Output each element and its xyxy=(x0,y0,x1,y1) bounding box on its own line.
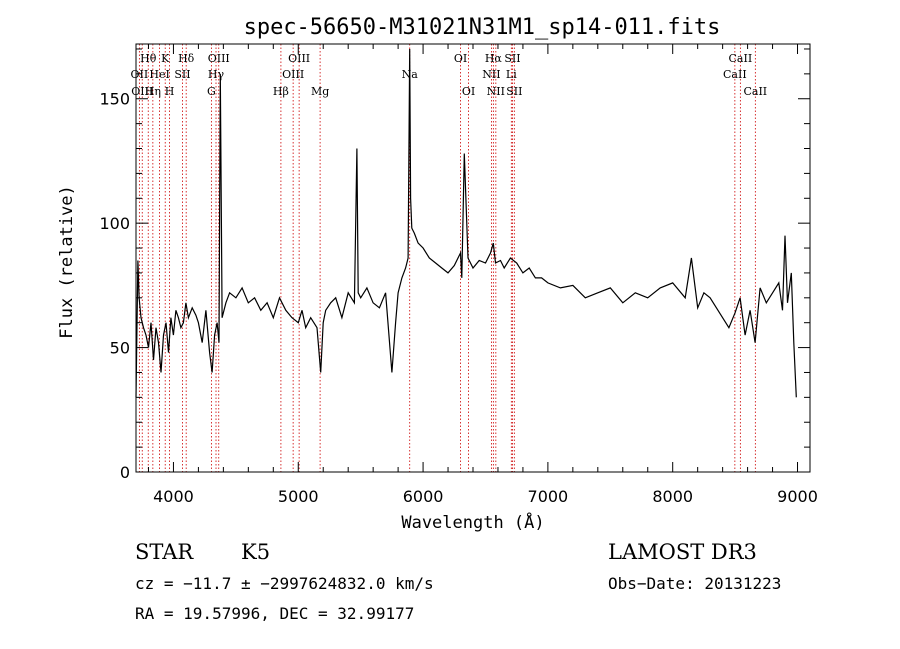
object-subclass: K5 xyxy=(241,540,271,564)
chart-title: spec-56650-M31021N31M1_sp14-011.fits xyxy=(244,15,721,40)
emission-line-labels: HθOIIOIIIHηHeIKHSIIHδGHγOIIIHβOIIIOIIIMg… xyxy=(131,52,768,98)
line-marker-label: Hη xyxy=(145,85,161,98)
survey-name: LAMOST DR3 xyxy=(608,540,757,564)
line-marker-label: OII xyxy=(131,68,149,81)
coordinates-readout: RA = 19.57996, DEC = 32.99177 xyxy=(135,604,415,623)
line-marker-label: Hδ xyxy=(178,52,195,65)
emission-line-markers xyxy=(138,44,756,472)
x-tick-label: 5000 xyxy=(278,487,319,506)
object-class: STAR xyxy=(135,540,194,564)
x-tick-label: 6000 xyxy=(403,487,444,506)
line-marker-label: SII xyxy=(174,68,190,81)
spectrum-line xyxy=(135,48,797,398)
plot-frame xyxy=(135,43,811,473)
y-tick-label: 150 xyxy=(99,90,130,109)
line-marker-label: Hθ xyxy=(140,52,157,65)
observation-date: Obs−Date: 20131223 xyxy=(608,574,782,593)
x-tick-label: 8000 xyxy=(652,487,693,506)
line-marker-label: Hγ xyxy=(208,68,225,81)
line-marker-label: Li xyxy=(506,68,517,81)
line-marker-label: OIII xyxy=(288,52,310,65)
x-axis-label: Wavelength (Å) xyxy=(401,511,544,533)
y-tick-label: 100 xyxy=(99,214,130,233)
x-tick-label: 4000 xyxy=(153,487,194,506)
y-axis-label: Flux (relative) xyxy=(57,185,77,339)
line-marker-label: CaII xyxy=(723,68,747,81)
line-marker-label: CaII xyxy=(743,85,767,98)
x-axis: 4000 5000 6000 7000 8000 9000 xyxy=(147,44,818,506)
line-marker-label: G xyxy=(207,85,216,98)
x-tick-label: 9000 xyxy=(777,487,818,506)
line-marker-label: OI xyxy=(462,85,475,98)
line-marker-label: OIII xyxy=(131,85,153,98)
line-marker-label: H xyxy=(165,85,175,98)
line-marker-label: OIII xyxy=(208,52,230,65)
line-marker-label: NII xyxy=(487,85,505,98)
line-marker-label: SII xyxy=(506,85,522,98)
x-tick-label: 7000 xyxy=(528,487,569,506)
y-tick-label: 50 xyxy=(110,339,130,358)
line-marker-label: OIII xyxy=(282,68,304,81)
redshift-readout: cz = −11.7 ± −2997624832.0 km/s xyxy=(135,574,434,593)
line-marker-label: HeI xyxy=(149,68,169,81)
line-marker-label: K xyxy=(161,52,170,65)
line-marker-label: Hα xyxy=(485,52,503,65)
line-marker-label: NII xyxy=(482,68,500,81)
y-tick-label: 0 xyxy=(120,463,130,482)
line-marker-label: SII xyxy=(504,52,520,65)
line-marker-label: OI xyxy=(454,52,467,65)
y-axis: 0 50 100 150 xyxy=(99,48,810,482)
line-marker-label: Hβ xyxy=(273,85,289,98)
line-marker-label: CaII xyxy=(729,52,753,65)
line-marker-label: Mg xyxy=(311,85,329,98)
